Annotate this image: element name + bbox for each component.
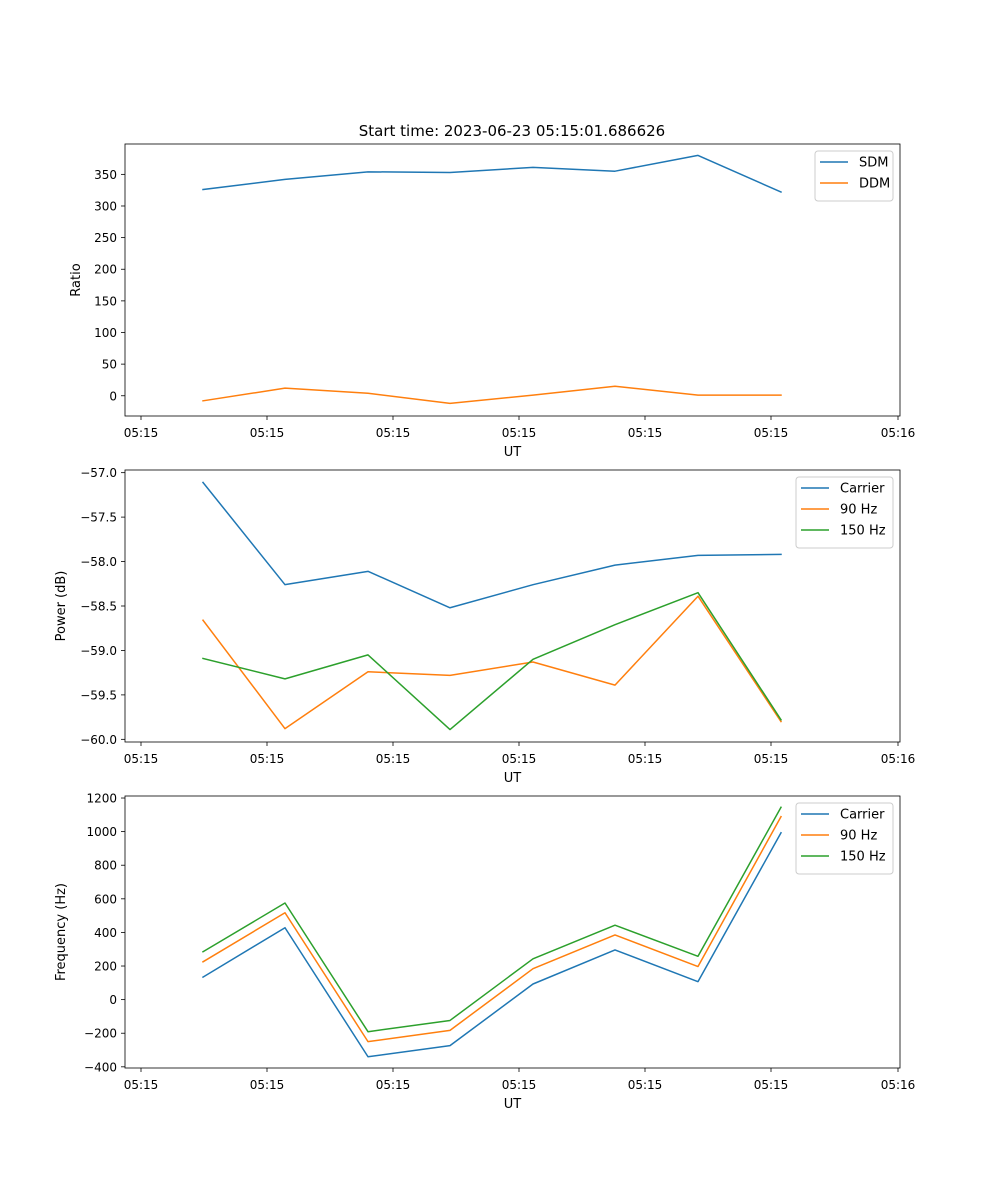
legend-label: 90 Hz (840, 503, 877, 518)
x-tick-label: 05:15 (124, 426, 159, 440)
y-tick-label: −57.5 (80, 511, 117, 525)
legend: Carrier 90 Hz 150 Hz (795, 802, 894, 875)
x-tick-label: 05:15 (628, 752, 663, 766)
x-tick-label: 05:16 (881, 426, 916, 440)
y-tick-label: 400 (94, 926, 117, 940)
x-tick-label: 05:15 (628, 426, 663, 440)
x-tick-label: 05:15 (754, 752, 789, 766)
y-tick-label: 150 (94, 294, 117, 308)
legend: SDM DDM (814, 150, 894, 202)
series-line-carrier (201, 831, 783, 1058)
series-line-90-hz (201, 595, 783, 730)
legend: Carrier 90 Hz 150 Hz (795, 476, 894, 549)
x-tick-label: 05:15 (250, 426, 285, 440)
x-tick-label: 05:15 (502, 426, 537, 440)
x-tick-label: 05:16 (881, 752, 916, 766)
legend-label: Carrier (840, 808, 885, 823)
series-line-150-hz (201, 806, 783, 1033)
y-tick-label: −59.0 (80, 644, 117, 658)
y-tick-label: 800 (94, 859, 117, 873)
legend-label: 150 Hz (840, 850, 886, 865)
x-tick-label: 05:15 (376, 1078, 411, 1092)
x-axis-label: UT (504, 445, 522, 460)
figure-title: Start time: 2023-06-23 05:15:01.686626 (359, 122, 665, 140)
x-tick-label: 05:15 (250, 1078, 285, 1092)
y-axis-label: Ratio (69, 263, 84, 296)
y-tick-label: −58.0 (80, 555, 117, 569)
y-tick-label: −60.0 (80, 733, 117, 747)
series-line-ddm (202, 385, 782, 405)
axes-frame (124, 795, 901, 1069)
y-tick-label: 600 (94, 892, 117, 906)
y-tick-label: 350 (94, 168, 117, 182)
x-tick-label: 05:15 (124, 1078, 159, 1092)
series-line-150-hz (202, 591, 783, 731)
y-tick-label: −400 (84, 1060, 117, 1074)
x-tick-label: 05:15 (502, 1078, 537, 1092)
x-tick-label: 05:15 (376, 752, 411, 766)
legend-label: SDM (859, 156, 888, 171)
x-tick-label: 05:15 (376, 426, 411, 440)
legend-label: Carrier (840, 482, 885, 497)
y-tick-label: 200 (94, 263, 117, 277)
series-line-sdm (202, 154, 782, 194)
x-axis-label: UT (504, 771, 522, 786)
series-line-90-hz (201, 815, 783, 1043)
x-tick-label: 05:15 (124, 752, 159, 766)
y-axis-label: Power (dB) (54, 571, 69, 642)
y-tick-label: −59.5 (80, 688, 117, 702)
x-tick-label: 05:15 (754, 1078, 789, 1092)
y-tick-label: 100 (94, 326, 117, 340)
y-tick-label: 1200 (86, 792, 117, 806)
subplot-1: 05:15 05:15 05:15 05:15 05:15 05:15 05:16 0 50 10… (69, 143, 916, 460)
y-tick-label: 250 (94, 231, 117, 245)
x-tick-label: 05:15 (628, 1078, 663, 1092)
legend-label: 90 Hz (840, 829, 877, 844)
x-axis-label: UT (504, 1097, 522, 1112)
y-tick-label: −200 (84, 1027, 117, 1041)
legend-box (814, 150, 894, 202)
y-tick-label: 0 (109, 993, 117, 1007)
y-tick-label: 300 (94, 199, 117, 213)
legend-label: 150 Hz (840, 524, 886, 539)
y-tick-label: 50 (102, 358, 117, 372)
axes-frame (124, 143, 901, 417)
y-tick-label: 1000 (86, 825, 117, 839)
x-tick-label: 05:15 (502, 752, 537, 766)
y-axis-label: Frequency (Hz) (54, 883, 69, 981)
series-line-carrier (201, 481, 782, 609)
y-tick-label: 200 (94, 960, 117, 974)
y-tick-label: −57.0 (80, 466, 117, 480)
x-tick-label: 05:16 (881, 1078, 916, 1092)
y-tick-label: −58.5 (80, 600, 117, 614)
subplot-3: 05:15 05:15 05:15 05:15 05:15 05:15 05:16 −400 −… (54, 792, 915, 1112)
x-tick-label: 05:15 (754, 426, 789, 440)
x-tick-label: 05:15 (250, 752, 285, 766)
legend-label: DDM (859, 177, 890, 192)
subplot-2: 05:15 05:15 05:15 05:15 05:15 05:15 05:16 −60.0… (54, 466, 915, 786)
y-tick-label: 0 (109, 389, 117, 403)
